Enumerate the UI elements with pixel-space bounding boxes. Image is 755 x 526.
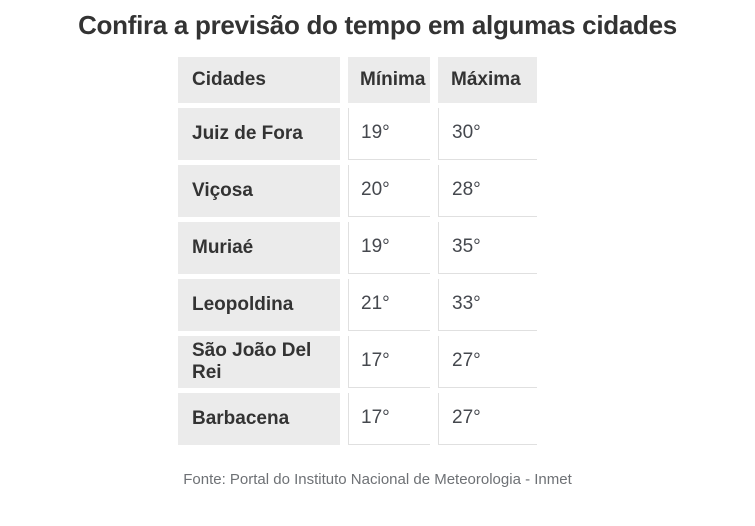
weather-forecast-table: Cidades Mínima Máxima Juiz de Fora 19° 3… — [178, 56, 537, 445]
min-temp-cell: 19° — [348, 107, 430, 160]
max-temp-cell: 27° — [438, 335, 537, 388]
table-row: Barbacena 17° 27° — [178, 392, 537, 445]
min-temp-cell: 21° — [348, 278, 430, 331]
table-row: Viçosa 20° 28° — [178, 164, 537, 217]
table-row: Leopoldina 21° 33° — [178, 278, 537, 331]
column-header-cidades: Cidades — [178, 56, 340, 103]
max-temp-cell: 30° — [438, 107, 537, 160]
max-temp-cell: 27° — [438, 392, 537, 445]
page-title: Confira a previsão do tempo em algumas c… — [78, 10, 677, 40]
max-temp-cell: 35° — [438, 221, 537, 274]
city-name-cell: Juiz de Fora — [178, 107, 340, 160]
table-row: São João Del Rei 17° 27° — [178, 335, 537, 388]
city-name-cell: São João Del Rei — [178, 335, 340, 388]
city-name-cell: Leopoldina — [178, 278, 340, 331]
column-header-maxima: Máxima — [438, 56, 537, 103]
min-temp-cell: 17° — [348, 335, 430, 388]
table-header-row: Cidades Mínima Máxima — [178, 56, 537, 103]
max-temp-cell: 33° — [438, 278, 537, 331]
max-temp-cell: 28° — [438, 164, 537, 217]
source-attribution: Fonte: Portal do Instituto Nacional de M… — [183, 470, 572, 488]
min-temp-cell: 17° — [348, 392, 430, 445]
min-temp-cell: 20° — [348, 164, 430, 217]
table-row: Juiz de Fora 19° 30° — [178, 107, 537, 160]
min-temp-cell: 19° — [348, 221, 430, 274]
table-row: Muriaé 19° 35° — [178, 221, 537, 274]
city-name-cell: Barbacena — [178, 392, 340, 445]
city-name-cell: Viçosa — [178, 164, 340, 217]
column-header-minima: Mínima — [348, 56, 430, 103]
city-name-cell: Muriaé — [178, 221, 340, 274]
